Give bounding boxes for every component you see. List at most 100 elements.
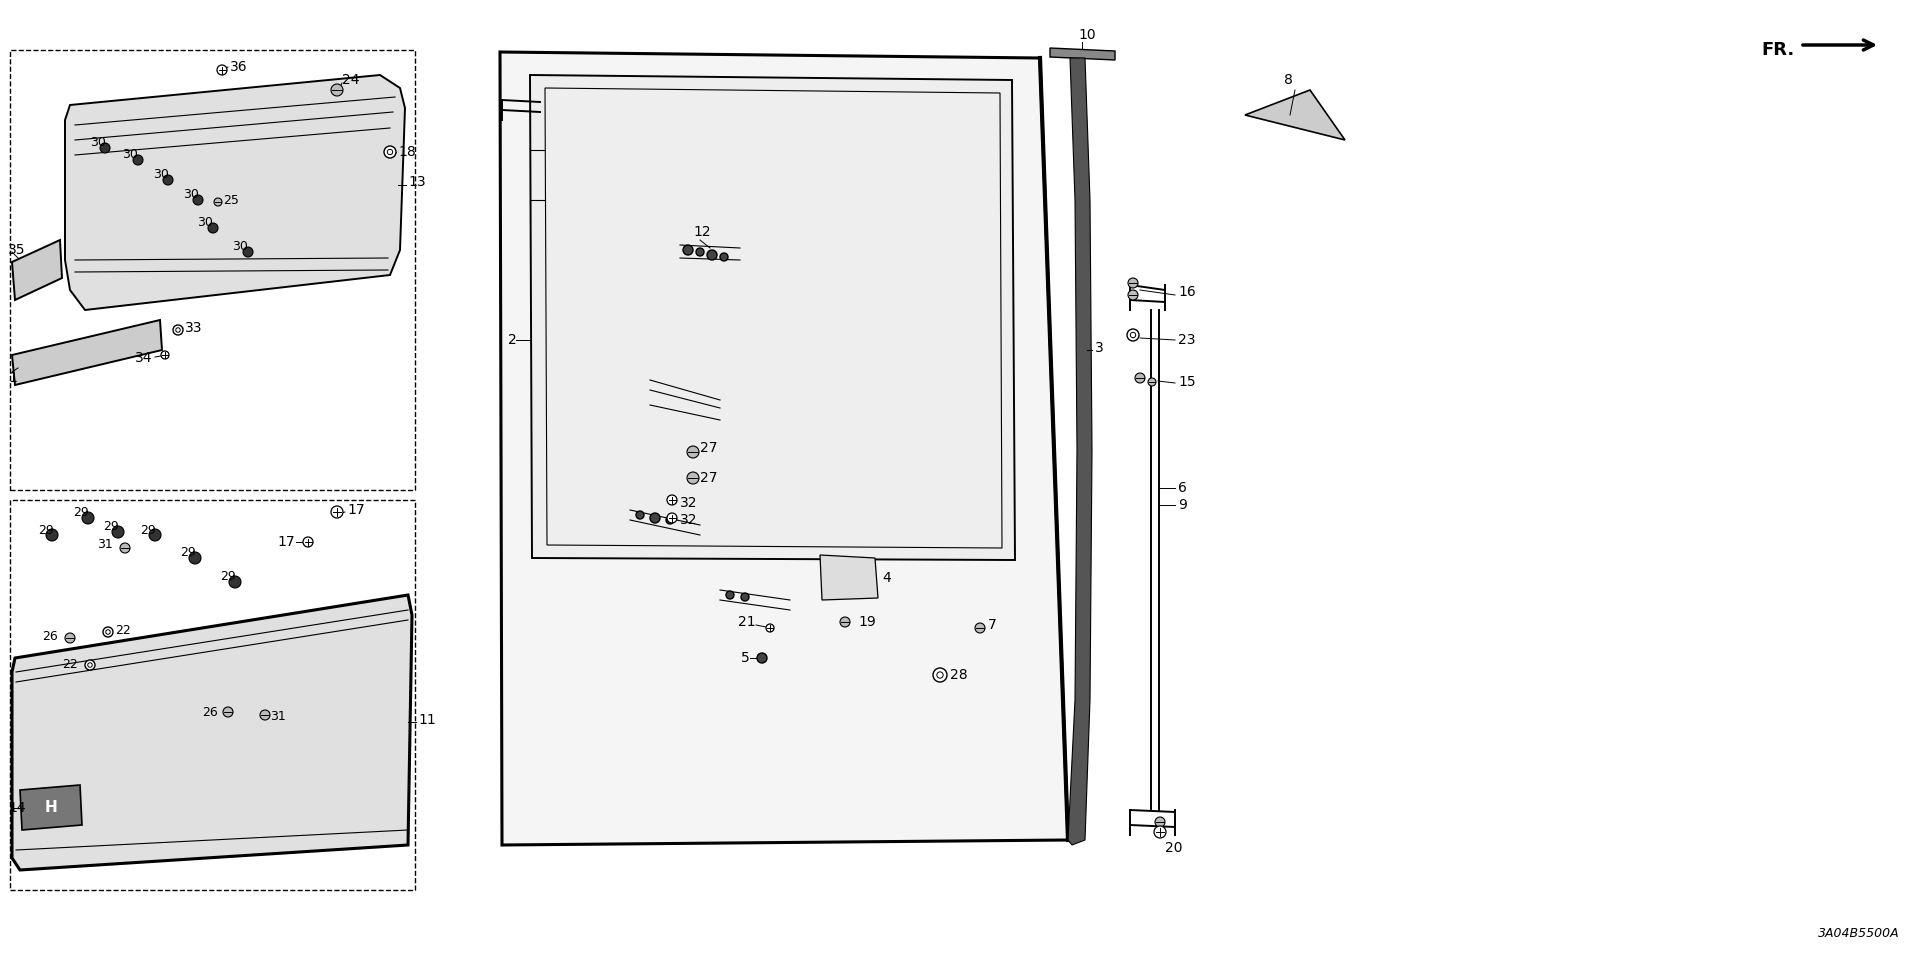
Circle shape xyxy=(684,245,693,255)
Text: 23: 23 xyxy=(1179,333,1196,347)
Circle shape xyxy=(213,198,223,206)
Circle shape xyxy=(88,662,92,667)
Circle shape xyxy=(83,512,94,524)
Text: 30: 30 xyxy=(232,241,248,253)
Circle shape xyxy=(177,327,180,332)
Circle shape xyxy=(1156,817,1165,827)
Text: 30: 30 xyxy=(182,188,200,202)
Circle shape xyxy=(259,710,271,720)
Circle shape xyxy=(65,633,75,643)
Text: 26: 26 xyxy=(42,630,58,642)
Circle shape xyxy=(194,195,204,205)
Circle shape xyxy=(1129,290,1139,300)
Text: 1: 1 xyxy=(8,371,17,385)
Text: 10: 10 xyxy=(1077,28,1096,42)
Text: 30: 30 xyxy=(90,136,106,150)
Circle shape xyxy=(188,552,202,564)
Polygon shape xyxy=(1244,90,1346,140)
Text: 35: 35 xyxy=(8,243,25,257)
Circle shape xyxy=(937,672,943,678)
Text: 18: 18 xyxy=(397,145,417,159)
Text: 30: 30 xyxy=(198,217,213,229)
Polygon shape xyxy=(499,52,1068,845)
Circle shape xyxy=(106,630,109,635)
Text: 5: 5 xyxy=(741,651,751,665)
Text: H: H xyxy=(44,801,58,815)
Circle shape xyxy=(132,155,142,165)
Text: 26: 26 xyxy=(202,706,219,718)
Text: 6: 6 xyxy=(1179,481,1187,495)
Text: 12: 12 xyxy=(693,225,710,239)
Circle shape xyxy=(173,325,182,335)
Circle shape xyxy=(303,537,313,547)
Text: 2: 2 xyxy=(509,333,516,347)
Circle shape xyxy=(388,150,394,155)
Text: 21: 21 xyxy=(739,615,756,629)
Text: 3A04B5500A: 3A04B5500A xyxy=(1818,927,1901,940)
Circle shape xyxy=(111,526,125,538)
Circle shape xyxy=(651,513,660,523)
Polygon shape xyxy=(65,75,405,310)
Text: 28: 28 xyxy=(950,668,968,682)
Text: 7: 7 xyxy=(989,618,996,632)
Text: 29: 29 xyxy=(180,546,196,560)
Text: 4: 4 xyxy=(881,571,891,585)
Circle shape xyxy=(756,653,766,663)
Text: 14: 14 xyxy=(8,801,25,815)
Circle shape xyxy=(720,253,728,261)
Circle shape xyxy=(46,529,58,541)
Text: 32: 32 xyxy=(680,496,697,510)
Circle shape xyxy=(1135,373,1144,383)
Text: 29: 29 xyxy=(140,523,156,537)
Circle shape xyxy=(1129,278,1139,288)
Circle shape xyxy=(217,65,227,75)
Circle shape xyxy=(207,223,219,233)
Bar xyxy=(10,500,415,890)
Circle shape xyxy=(1148,378,1156,386)
Circle shape xyxy=(84,660,94,670)
Text: 36: 36 xyxy=(230,60,248,74)
Circle shape xyxy=(384,146,396,158)
Circle shape xyxy=(104,627,113,637)
Text: 9: 9 xyxy=(1179,498,1187,512)
Text: 11: 11 xyxy=(419,713,436,727)
Circle shape xyxy=(330,84,344,96)
Circle shape xyxy=(975,623,985,633)
Circle shape xyxy=(1154,826,1165,838)
Circle shape xyxy=(766,624,774,632)
Circle shape xyxy=(707,250,716,260)
Text: 31: 31 xyxy=(98,539,113,551)
Bar xyxy=(10,50,415,490)
Text: 29: 29 xyxy=(221,570,236,584)
Text: 20: 20 xyxy=(1165,841,1183,855)
Text: 33: 33 xyxy=(184,321,202,335)
Polygon shape xyxy=(12,595,413,870)
Text: FR.: FR. xyxy=(1763,41,1795,59)
Circle shape xyxy=(100,143,109,153)
Circle shape xyxy=(330,506,344,518)
Text: 16: 16 xyxy=(1179,285,1196,299)
Text: 22: 22 xyxy=(115,623,131,636)
Polygon shape xyxy=(530,75,1016,560)
Circle shape xyxy=(161,351,169,359)
Polygon shape xyxy=(19,785,83,830)
Text: 17: 17 xyxy=(348,503,365,517)
Polygon shape xyxy=(820,555,877,600)
Polygon shape xyxy=(12,240,61,300)
Circle shape xyxy=(244,247,253,257)
Text: 30: 30 xyxy=(123,149,138,161)
Text: 34: 34 xyxy=(134,351,152,365)
Text: 30: 30 xyxy=(154,169,169,181)
Text: 29: 29 xyxy=(73,507,88,519)
Text: 22: 22 xyxy=(61,659,79,671)
Circle shape xyxy=(841,617,851,627)
Circle shape xyxy=(119,543,131,553)
Circle shape xyxy=(1131,332,1137,338)
Text: 27: 27 xyxy=(701,441,718,455)
Text: 13: 13 xyxy=(407,175,426,189)
Circle shape xyxy=(666,495,678,505)
Text: 17: 17 xyxy=(276,535,296,549)
Text: 31: 31 xyxy=(271,710,286,724)
Circle shape xyxy=(150,529,161,541)
Circle shape xyxy=(223,707,232,717)
